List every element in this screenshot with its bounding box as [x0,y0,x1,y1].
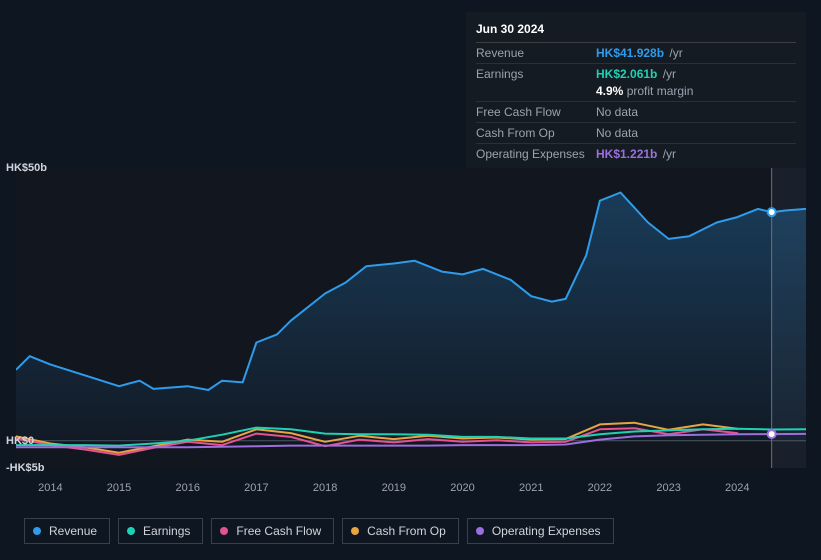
x-axis-label: 2015 [107,482,131,494]
x-axis-label: 2020 [450,482,474,494]
x-axis-label: 2023 [656,482,680,494]
x-axis-label: 2021 [519,482,543,494]
tooltip-row: EarningsHK$2.061b /yr [476,64,796,85]
tooltip-row: Cash From OpNo data [476,123,796,144]
x-axis-label: 2017 [244,482,268,494]
tooltip-row: RevenueHK$41.928b /yr [476,43,796,64]
tooltip-label: Free Cash Flow [476,102,596,123]
tooltip-label: Cash From Op [476,123,596,144]
tooltip-value: No data [596,123,796,144]
tooltip-label: Earnings [476,64,596,85]
chart[interactable] [16,158,806,478]
legend-dot-icon [127,527,135,535]
legend-label: Free Cash Flow [236,524,321,538]
legend-label: Earnings [143,524,190,538]
y-axis-label: -HK$5b [6,462,45,474]
y-axis-label: HK$50b [6,162,47,174]
x-axis-label: 2018 [313,482,337,494]
x-axis-label: 2024 [725,482,749,494]
legend-item-opex[interactable]: Operating Expenses [467,518,614,544]
tooltip-row: Free Cash FlowNo data [476,102,796,123]
legend-item-fcf[interactable]: Free Cash Flow [211,518,334,544]
tooltip-value: HK$41.928b /yr [596,43,796,64]
legend-label: Operating Expenses [492,524,601,538]
tooltip-subrow: 4.9% profit margin [476,84,796,102]
tooltip-value: No data [596,102,796,123]
legend-item-earnings[interactable]: Earnings [118,518,203,544]
x-axis: 2014 2015 2016 2017 2018 2019 2020 2021 2022 2023… [16,482,806,498]
legend-label: Cash From Op [367,524,446,538]
tooltip-date: Jun 30 2024 [476,18,796,43]
legend: Revenue Earnings Free Cash Flow Cash From O… [24,518,614,544]
legend-label: Revenue [49,524,97,538]
chart-svg [16,158,806,478]
legend-dot-icon [220,527,228,535]
x-axis-label: 2022 [588,482,612,494]
legend-dot-icon [351,527,359,535]
tooltip-value: HK$2.061b /yr [596,64,796,85]
legend-dot-icon [476,527,484,535]
x-axis-label: 2014 [38,482,62,494]
tooltip-label: Revenue [476,43,596,64]
legend-item-revenue[interactable]: Revenue [24,518,110,544]
legend-dot-icon [33,527,41,535]
x-axis-label: 2016 [175,482,199,494]
data-tooltip: Jun 30 2024 RevenueHK$41.928b /yrEarning… [466,12,806,172]
x-axis-label: 2019 [382,482,406,494]
tooltip-table: RevenueHK$41.928b /yrEarningsHK$2.061b /… [476,43,796,164]
legend-item-cash_from_op[interactable]: Cash From Op [342,518,459,544]
y-axis-label: HK$0 [6,435,34,447]
